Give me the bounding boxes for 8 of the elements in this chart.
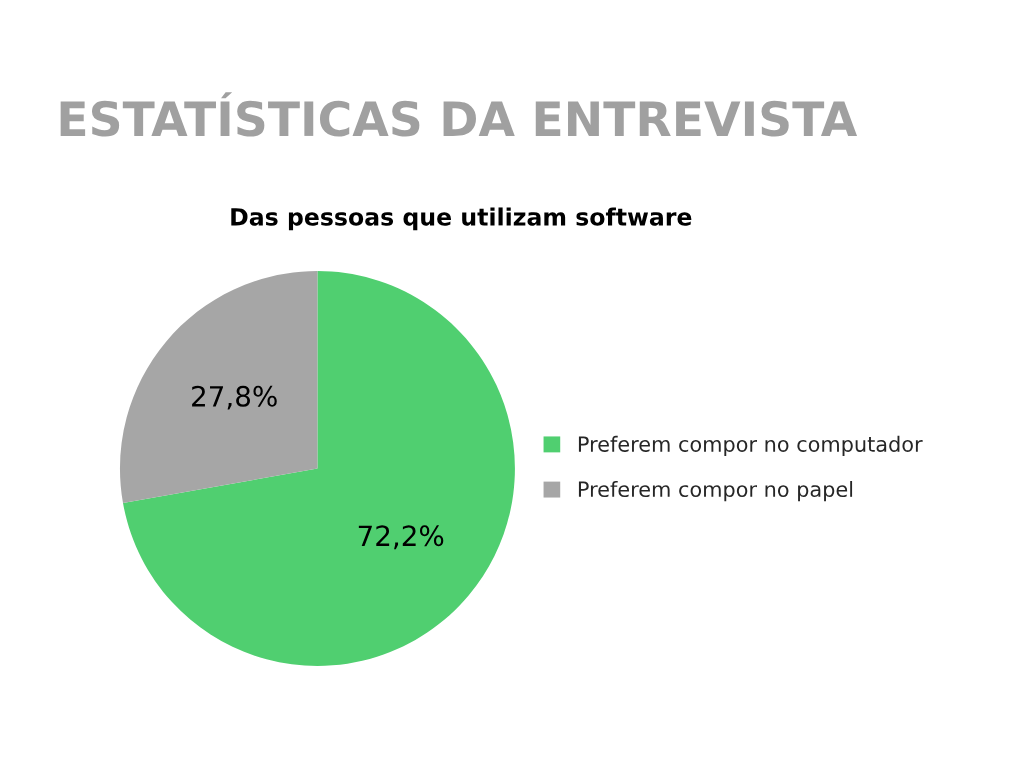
data-label: 72,2% <box>358 525 444 550</box>
pie-slice <box>123 270 515 666</box>
pie-slice <box>119 270 318 504</box>
chart-title: ESTATÍSTICAS DA ENTREVISTA <box>60 92 858 137</box>
legend-label: Preferem compor no computador <box>578 435 923 456</box>
legend-label: Preferem compor no papel <box>578 480 853 502</box>
data-label: 27,8% <box>192 385 277 410</box>
chart-subtitle: Das pessoas que utilizam software <box>231 207 692 231</box>
